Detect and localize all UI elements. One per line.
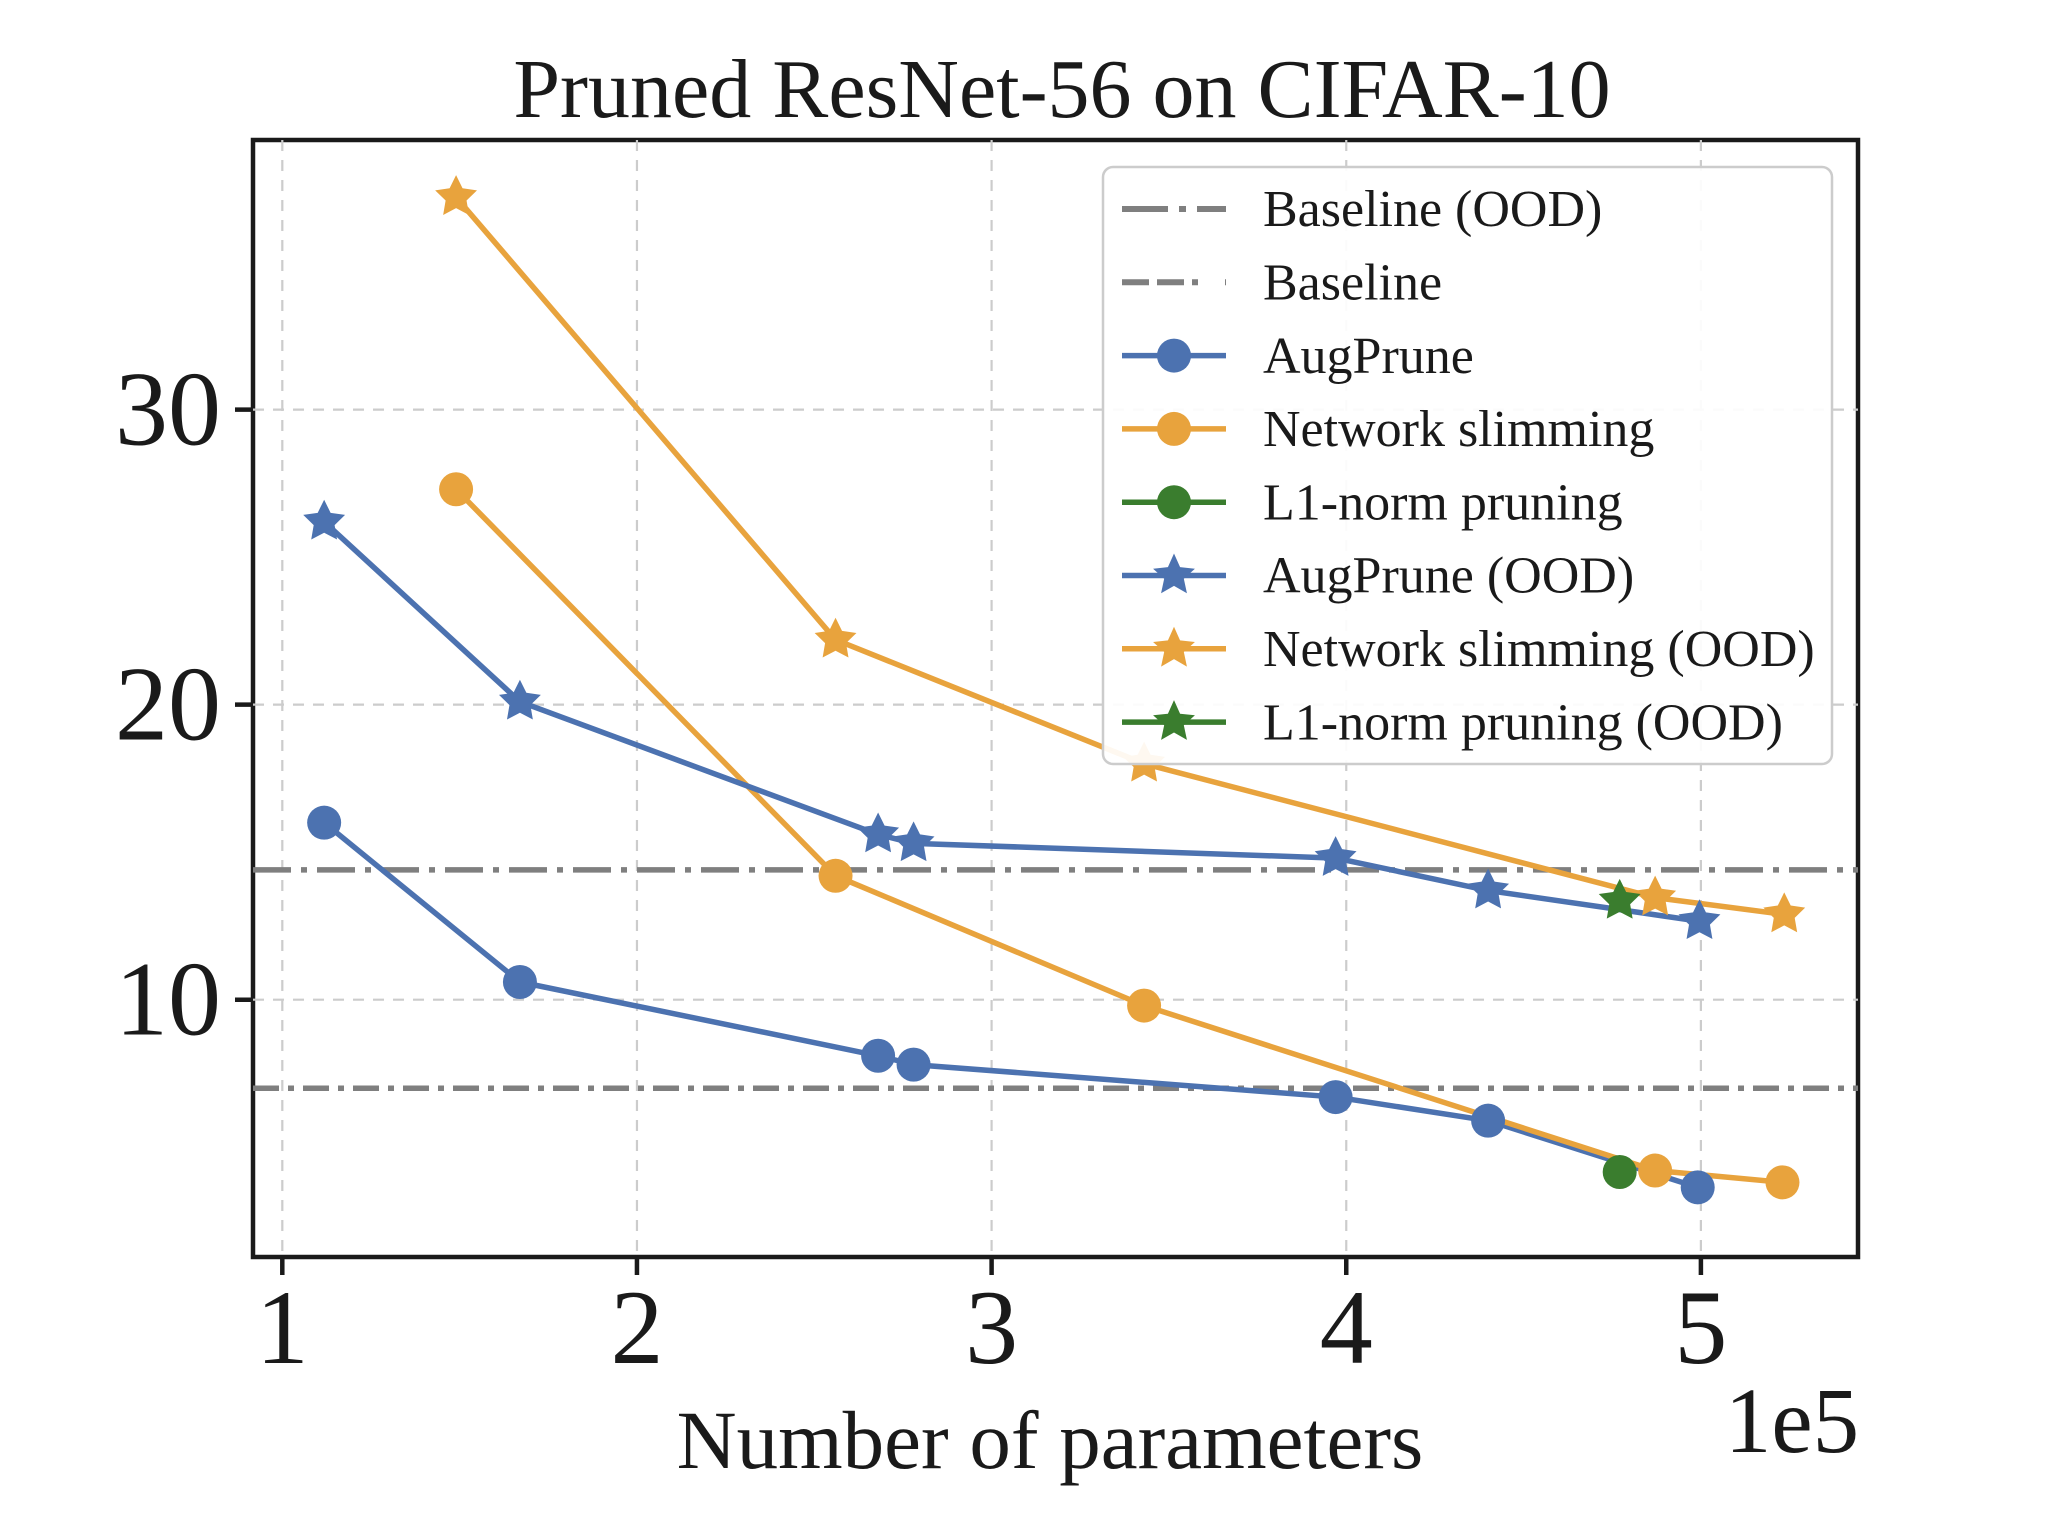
svg-text:Number of parameters: Number of parameters [677, 1394, 1424, 1486]
svg-text:10: 10 [115, 941, 221, 1058]
svg-text:2: 2 [610, 1269, 663, 1386]
svg-text:3: 3 [965, 1269, 1018, 1386]
svg-text:1: 1 [256, 1269, 309, 1386]
svg-text:1e5: 1e5 [1725, 1370, 1859, 1473]
svg-text:30: 30 [115, 351, 221, 468]
svg-text:4: 4 [1320, 1269, 1373, 1386]
svg-text:AugPrune: AugPrune [1263, 328, 1474, 385]
svg-text:L1-norm pruning: L1-norm pruning [1263, 474, 1623, 531]
svg-text:L1-norm pruning (OOD): L1-norm pruning (OOD) [1263, 694, 1783, 751]
svg-text:Network slimming (OOD): Network slimming (OOD) [1263, 621, 1815, 678]
svg-text:Pruned ResNet-56 on CIFAR-10: Pruned ResNet-56 on CIFAR-10 [513, 43, 1610, 136]
svg-text:Baseline (OOD): Baseline (OOD) [1263, 181, 1602, 238]
svg-text:Network slimming: Network slimming [1263, 401, 1654, 458]
svg-text:5: 5 [1674, 1269, 1727, 1386]
svg-text:20: 20 [115, 646, 221, 763]
svg-text:Baseline: Baseline [1263, 255, 1442, 312]
svg-text:AugPrune (OOD): AugPrune (OOD) [1263, 548, 1634, 605]
